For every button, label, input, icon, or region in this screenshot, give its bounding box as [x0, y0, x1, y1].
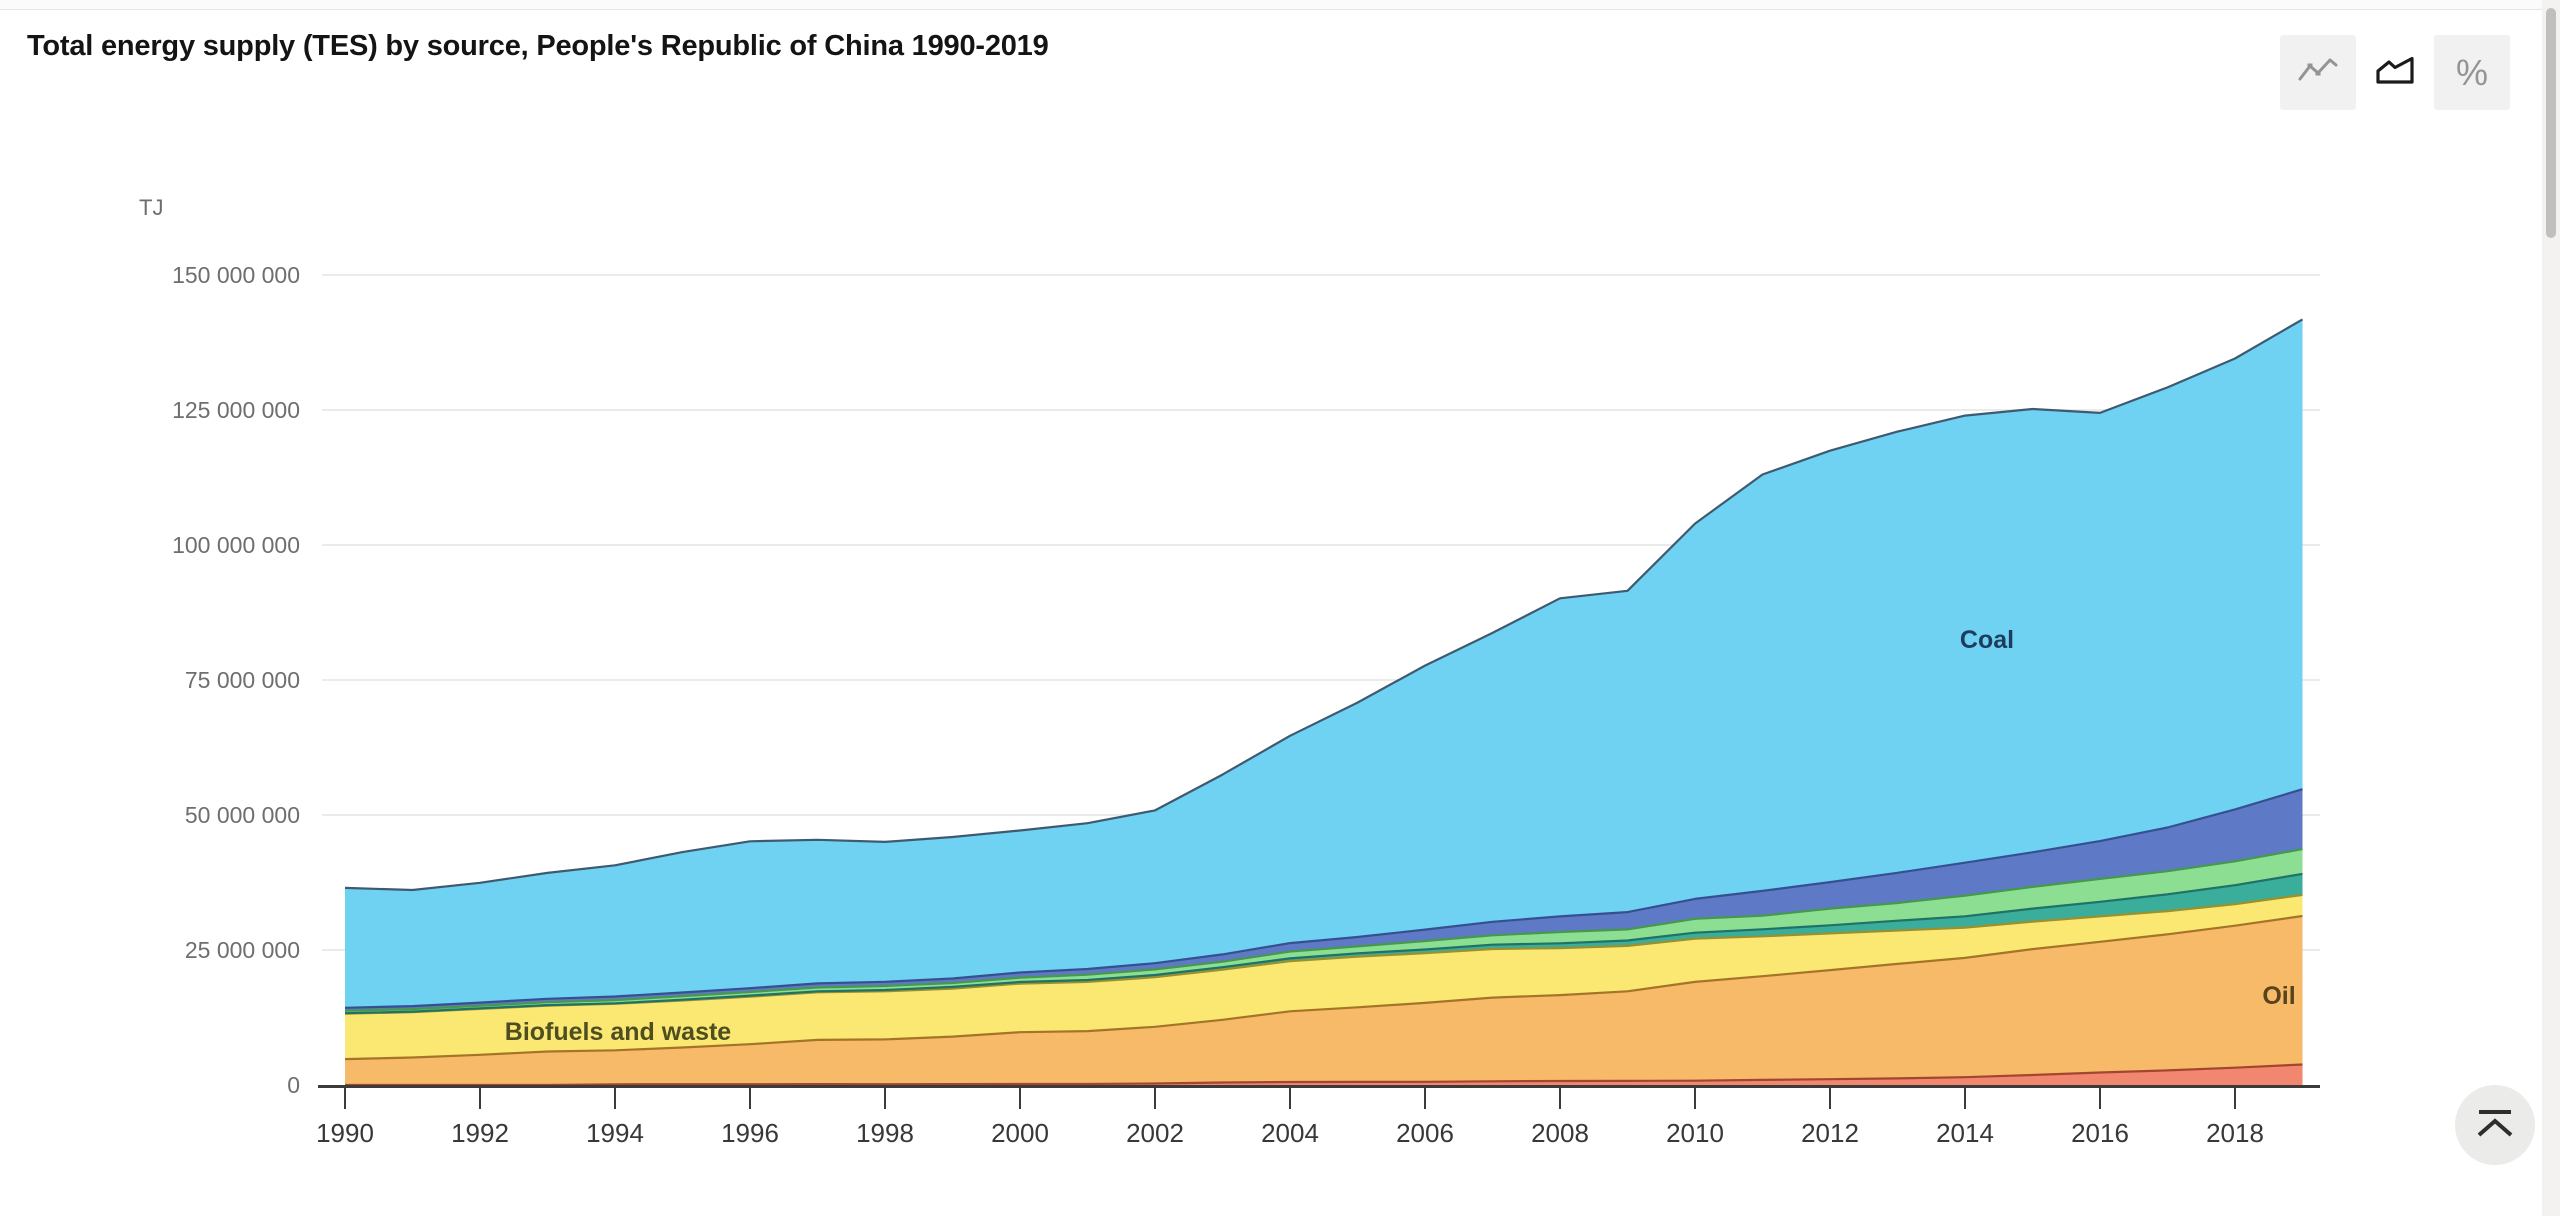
x-tick-label: 1990 [316, 1118, 374, 1148]
x-tick-label: 2002 [1126, 1118, 1184, 1148]
area-label-oil: Oil [2262, 982, 2295, 1010]
area-top-line-hydro [344, 848, 2303, 1012]
area-labels: Coal Oil Biofuels and waste [505, 626, 2296, 1046]
scroll-to-top-icon [2472, 1108, 2518, 1143]
area-oil[interactable] [345, 916, 2303, 1085]
stacked-areas [344, 318, 2304, 1087]
x-tick-label: 2014 [1936, 1118, 1994, 1148]
area-coal[interactable] [345, 319, 2303, 1008]
top-strip [0, 0, 2560, 9]
y-axis-labels: 0 25 000 000 50 000 000 75 000 000 100 000 0… [139, 195, 300, 1098]
area-top-line-nuclear [345, 1063, 2303, 1087]
line-chart-view-button[interactable] [2280, 35, 2356, 110]
area-chart-icon [2373, 54, 2417, 91]
area-label-coal: Coal [1960, 626, 2014, 654]
scrollbar-track [2542, 0, 2560, 1216]
chart-title: Total energy supply (TES) by source, Peo… [27, 30, 1049, 62]
area-top-line-wind-solar [344, 872, 2303, 1015]
y-tick-label: 100 000 000 [172, 532, 300, 558]
scroll-to-top-button[interactable] [2455, 1085, 2535, 1165]
area-top-line-oil [344, 914, 2303, 1061]
line-chart-icon [2296, 54, 2340, 91]
x-tick-label: 1994 [586, 1118, 644, 1148]
x-tick-label: 2000 [991, 1118, 1049, 1148]
x-axis: 1990 1992 1994 1996 1998 2000 2002 2004 2006 2008… [316, 1085, 2320, 1148]
x-tick-label: 1996 [721, 1118, 779, 1148]
y-tick-label: 25 000 000 [185, 937, 300, 963]
area-natural-gas[interactable] [345, 789, 2303, 1011]
x-tick-label: 1998 [856, 1118, 914, 1148]
x-tick-label: 2008 [1531, 1118, 1589, 1148]
area-biofuels[interactable] [345, 894, 2303, 1060]
area-label-biofuels-and-waste: Biofuels and waste [505, 1018, 732, 1046]
scrollbar-thumb[interactable] [2546, 8, 2556, 238]
chart-type-toolbar: % [2280, 35, 2510, 110]
area-top-line-natural-gas [344, 788, 2303, 1009]
x-tick-label: 1992 [451, 1118, 509, 1148]
y-tick-label: 150 000 000 [172, 262, 300, 288]
y-axis-unit-label: TJ [139, 195, 163, 220]
x-tick-label: 2006 [1396, 1118, 1454, 1148]
percent-icon: % [2455, 51, 2488, 93]
x-tick-label: 2016 [2071, 1118, 2129, 1148]
area-top-line-coal [344, 318, 2304, 892]
x-tick-label: 2018 [2206, 1118, 2264, 1148]
x-tick-label: 2004 [1261, 1118, 1319, 1148]
percent-view-button[interactable]: % [2434, 35, 2510, 110]
top-border-line [0, 9, 2560, 10]
y-tick-label: 0 [287, 1072, 300, 1098]
y-tick-label: 75 000 000 [185, 667, 300, 693]
x-tick-label: 2010 [1666, 1118, 1724, 1148]
y-tick-label: 50 000 000 [185, 802, 300, 828]
x-tick-label: 2012 [1801, 1118, 1859, 1148]
y-tick-label: 125 000 000 [172, 397, 300, 423]
stacked-area-view-button[interactable] [2357, 35, 2433, 110]
